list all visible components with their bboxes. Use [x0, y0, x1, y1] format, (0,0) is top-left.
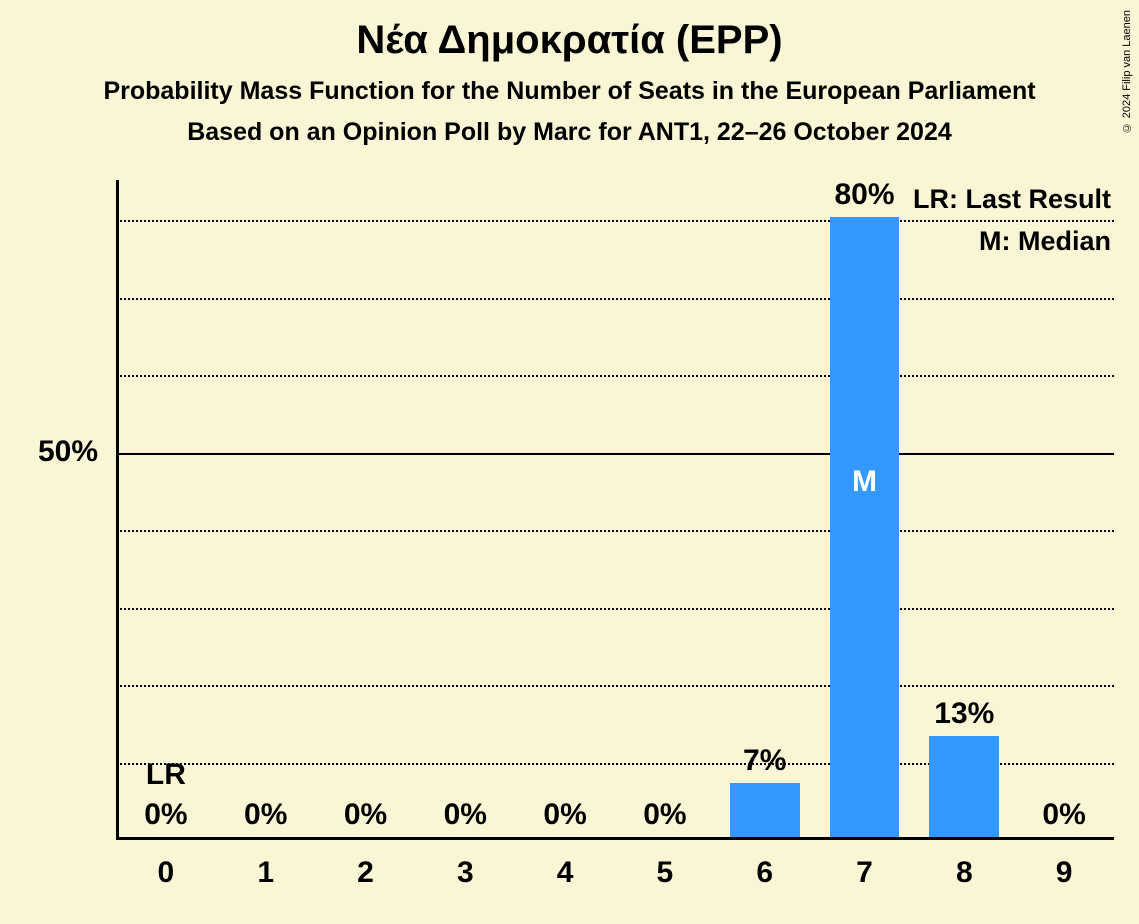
chart-title: Νέα Δημοκρατία (EPP): [0, 0, 1139, 63]
y-axis-line: [116, 180, 119, 840]
x-axis-tick-label: 8: [914, 856, 1014, 890]
copyright-text: © 2024 Filip van Laenen: [1121, 10, 1133, 133]
bar-value-label: 0%: [316, 798, 416, 832]
x-axis-tick-label: 3: [415, 856, 515, 890]
bar: [830, 217, 900, 837]
median-mark: M: [830, 465, 900, 499]
gridline: [116, 220, 1114, 222]
x-axis-tick-label: 6: [715, 856, 815, 890]
gridline: [116, 608, 1114, 610]
gridline: [116, 375, 1114, 377]
last-result-mark: LR: [116, 758, 216, 792]
bar-value-label: 0%: [216, 798, 316, 832]
bar-value-label: 0%: [515, 798, 615, 832]
bar-value-label: 0%: [116, 798, 216, 832]
bar-value-label: 0%: [615, 798, 715, 832]
legend-median: M: Median: [979, 226, 1111, 257]
x-axis-tick-label: 1: [216, 856, 316, 890]
gridline: [116, 453, 1114, 455]
x-axis-tick-label: 2: [316, 856, 416, 890]
bar: [929, 736, 999, 837]
legend-last-result: LR: Last Result: [913, 184, 1111, 215]
x-axis-tick-label: 4: [515, 856, 615, 890]
chart-subtitle-2: Based on an Opinion Poll by Marc for ANT…: [0, 106, 1139, 147]
bar-value-label: 0%: [1014, 798, 1114, 832]
bar-value-label: 13%: [914, 697, 1014, 731]
x-axis-tick-label: 5: [615, 856, 715, 890]
gridline: [116, 530, 1114, 532]
gridline: [116, 685, 1114, 687]
bar-value-label: 7%: [715, 744, 815, 778]
x-axis-tick-label: 0: [116, 856, 216, 890]
x-axis-line: [116, 837, 1114, 840]
chart-subtitle: Probability Mass Function for the Number…: [0, 63, 1139, 106]
gridline: [116, 298, 1114, 300]
x-axis-tick-label: 9: [1014, 856, 1114, 890]
chart-area: 0%0%0%0%0%0%7%80%13%0%LRM 50%0123456789L…: [0, 180, 1139, 924]
bar: [730, 783, 800, 837]
x-axis-tick-label: 7: [815, 856, 915, 890]
bar-value-label: 0%: [415, 798, 515, 832]
y-axis-tick-label: 50%: [38, 435, 98, 469]
bar-value-label: 80%: [815, 178, 915, 212]
plot-area: 0%0%0%0%0%0%7%80%13%0%LRM: [116, 190, 1114, 840]
